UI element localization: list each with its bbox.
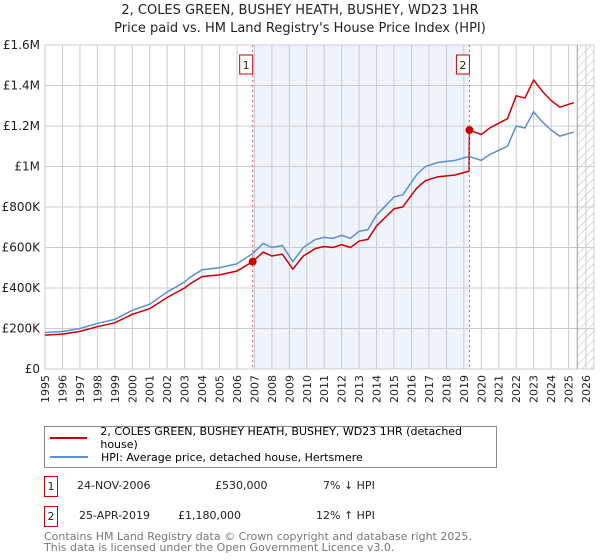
x-tick-label: 2012 bbox=[336, 375, 349, 403]
x-tick-label: 1998 bbox=[91, 375, 104, 403]
legend: 2, COLES GREEN, BUSHEY HEATH, BUSHEY, WD… bbox=[44, 425, 497, 468]
transaction-date: 25-APR-2019 bbox=[79, 509, 151, 522]
chart-title-line1: 2, COLES GREEN, BUSHEY HEATH, BUSHEY, WD… bbox=[121, 3, 479, 18]
footer-line2: This data is licensed under the Open Gov… bbox=[44, 541, 395, 554]
transaction-row: 2 25-APR-2019 £1,180,000 12% ↑ HPI bbox=[44, 506, 464, 527]
transaction-hpi: 12% ↑ HPI bbox=[316, 509, 375, 522]
transaction-number: 1 bbox=[44, 476, 58, 497]
x-tick-label: 2001 bbox=[144, 375, 157, 403]
sale-point bbox=[248, 257, 257, 266]
marker-label: 2 bbox=[459, 59, 466, 72]
legend-swatch-red bbox=[50, 437, 88, 439]
marker-box bbox=[455, 54, 470, 75]
x-tick-label: 1997 bbox=[74, 375, 87, 403]
x-tick-label: 2020 bbox=[475, 375, 488, 403]
x-tick-label: 2017 bbox=[423, 375, 436, 403]
x-tick-label: 2009 bbox=[283, 375, 296, 403]
transaction-price: £1,180,000 bbox=[178, 509, 241, 522]
legend-label: HPI: Average price, detached house, Hert… bbox=[101, 450, 363, 464]
x-tick-label: 2005 bbox=[214, 375, 227, 403]
series-line bbox=[44, 110, 574, 334]
legend-item-hpi: HPI: Average price, detached house, Hert… bbox=[45, 448, 363, 466]
y-tick-label: £0 bbox=[25, 362, 40, 376]
x-tick-label: 2014 bbox=[371, 375, 384, 403]
marker-box bbox=[239, 54, 254, 75]
x-tick-label: 1995 bbox=[39, 375, 52, 403]
x-tick-label: 2007 bbox=[248, 375, 261, 403]
x-tick-label: 1996 bbox=[56, 375, 69, 403]
x-tick-label: 2026 bbox=[580, 375, 593, 403]
x-tick-label: 2011 bbox=[318, 375, 331, 403]
y-tick-label: £800K bbox=[2, 200, 42, 214]
marker-label: 1 bbox=[243, 59, 250, 72]
legend-swatch-blue bbox=[50, 456, 88, 458]
sale-point bbox=[465, 126, 474, 135]
x-tick-label: 2002 bbox=[161, 375, 174, 403]
transaction-date: 24-NOV-2006 bbox=[77, 479, 151, 492]
x-tick-label: 2004 bbox=[196, 375, 209, 403]
x-tick-label: 2024 bbox=[545, 375, 558, 403]
y-tick-label: £200K bbox=[2, 322, 42, 336]
x-tick-label: 2015 bbox=[388, 375, 401, 403]
transaction-row: 1 24-NOV-2006 £530,000 7% ↓ HPI bbox=[44, 476, 464, 497]
legend-label: 2, COLES GREEN, BUSHEY HEATH, BUSHEY, WD… bbox=[100, 425, 463, 451]
x-tick-label: 2021 bbox=[493, 375, 506, 403]
y-tick-label: £1.2M bbox=[3, 119, 40, 133]
x-tick-label: 2008 bbox=[266, 375, 279, 403]
x-tick-label: 2003 bbox=[179, 375, 192, 403]
footer-line1: Contains HM Land Registry data © Crown c… bbox=[44, 530, 472, 543]
x-tick-label: 2010 bbox=[301, 375, 314, 403]
plot-border bbox=[44, 44, 595, 370]
transaction-number: 2 bbox=[44, 506, 58, 527]
y-tick-label: £600K bbox=[2, 241, 42, 255]
x-tick-label: 2022 bbox=[510, 375, 523, 403]
x-tick-label: 2013 bbox=[353, 375, 366, 403]
y-tick-label: £400K bbox=[2, 281, 42, 295]
x-tick-label: 2006 bbox=[231, 375, 244, 403]
price-chart: 1 2 1995 1996 1997 1998 1999 2000 2001 2002 2003 20… bbox=[2, 38, 595, 403]
y-tick-label: £1.4M bbox=[3, 79, 40, 93]
x-tick-label: 2025 bbox=[563, 375, 576, 403]
x-tick-label: 2019 bbox=[458, 375, 471, 403]
y-tick-label: £1M bbox=[14, 160, 40, 174]
transaction-price: £530,000 bbox=[215, 479, 268, 492]
series-line bbox=[44, 78, 575, 336]
x-tick-label: 2023 bbox=[528, 375, 541, 403]
transaction-hpi: 7% ↓ HPI bbox=[323, 479, 375, 492]
y-tick-label: £1.6M bbox=[3, 38, 40, 52]
x-tick-label: 2016 bbox=[405, 375, 418, 403]
legend-item-property: 2, COLES GREEN, BUSHEY HEATH, BUSHEY, WD… bbox=[45, 425, 496, 451]
footer: Contains HM Land Registry data © Crown c… bbox=[44, 531, 472, 553]
x-tick-label: 2018 bbox=[440, 375, 453, 403]
chart-title-line2: Price paid vs. HM Land Registry's House … bbox=[114, 21, 486, 36]
x-tick-label: 2000 bbox=[126, 375, 139, 403]
x-tick-label: 1999 bbox=[109, 375, 122, 403]
